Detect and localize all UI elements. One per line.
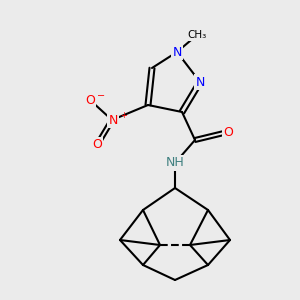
- Text: CH₃: CH₃: [188, 30, 207, 40]
- Text: N: N: [172, 46, 182, 59]
- Text: O: O: [85, 94, 95, 106]
- Text: N: N: [108, 113, 118, 127]
- Text: O: O: [223, 125, 233, 139]
- Text: O: O: [92, 139, 102, 152]
- Text: −: −: [97, 91, 105, 101]
- Text: N: N: [195, 76, 205, 88]
- Text: +: +: [120, 112, 127, 121]
- Text: NH: NH: [166, 157, 184, 169]
